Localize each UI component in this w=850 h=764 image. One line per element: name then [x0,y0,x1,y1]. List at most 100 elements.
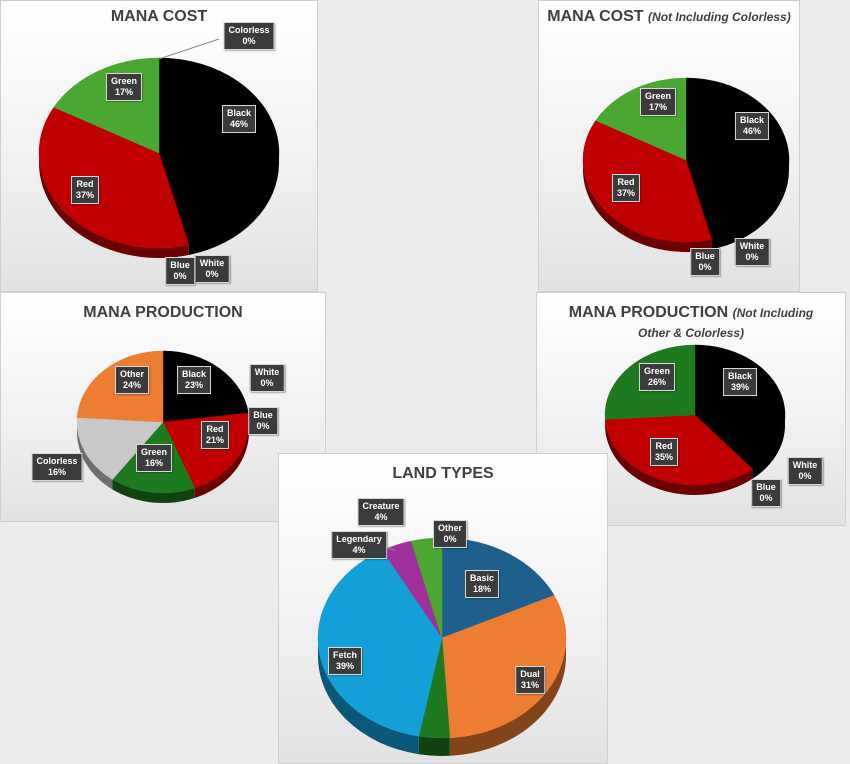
data-label-value: 4% [374,512,388,522]
pie-slice-red [38,106,190,249]
data-label-name: Creature [362,501,400,511]
pie-side-black [711,160,789,250]
data-label-other: Other 24% [114,366,150,394]
data-label-name: Green [643,366,671,376]
data-label-name: Green [110,76,138,86]
data-label-green: Green 26% [638,363,676,391]
data-label-fetch: Fetch 39% [327,647,363,675]
data-label-name: Green [644,91,672,101]
chart-mana-production: MANA PRODUCTION Black 23% White 0% Blue 0% Red… [0,292,326,522]
data-label-value: 0% [256,421,270,431]
data-label-green: Green 17% [105,73,143,101]
data-label-value: 0% [745,252,759,262]
data-label-value: 26% [647,377,667,387]
data-label-name: Other [119,369,145,379]
data-label-value: 31% [520,680,540,690]
pie-slice-dual [441,595,567,739]
leader-line [158,38,220,60]
data-label-name: Colorless [228,25,270,35]
data-label-value: 39% [335,661,355,671]
pie-side-red [194,422,249,499]
data-label-value: 0% [242,36,256,46]
data-label-value: 17% [648,102,668,112]
chart-title: MANA COST [110,8,208,25]
data-label-value: 0% [173,271,187,281]
pie-side-red [605,419,753,495]
data-label-name: Other [437,523,463,533]
data-label-value: 4% [352,545,366,555]
pie-side-shock [418,736,450,756]
data-label-name: White [739,241,765,251]
data-label-name: Legendary [336,534,382,544]
pie-side-colorless [77,422,113,490]
data-label-value: 39% [730,382,749,392]
data-label-value: 37% [75,190,95,200]
data-label-name: Red [76,179,94,189]
pie-slice-colorless [76,417,164,480]
pie-chart [317,537,567,756]
data-label-black: Black 46% [734,112,770,140]
data-label-name: Black [727,371,753,381]
data-label-value: 0% [798,471,812,481]
data-label-name: Red [206,424,224,434]
data-label-colorless: Colorless 16% [31,453,83,481]
pie-slice-black [158,57,280,246]
data-label-name: Black [181,369,207,379]
data-label-black: Black 23% [176,366,212,394]
data-label-red: Red 37% [611,174,641,202]
data-label-name: Blue [253,410,273,420]
pie-side-red [39,153,189,258]
data-label-value: 16% [47,467,67,477]
pie-slice-red [582,120,712,243]
data-label-green: Green 17% [639,88,677,116]
data-label-white: White 0% [787,457,823,485]
data-label-value: 16% [144,458,164,468]
data-label-name: Green [140,447,168,457]
data-label-name: Colorless [36,456,78,466]
data-label-name: White [199,258,225,268]
data-label-black: Black 39% [722,368,758,396]
pie-slice-fetch [317,550,443,737]
data-label-name: Red [655,441,673,451]
data-label-name: Fetch [332,650,358,660]
data-label-creature: Creature 4% [357,498,405,526]
data-label-value: 0% [205,269,219,279]
data-label-value: 0% [260,378,274,388]
data-label-name: Black [226,108,252,118]
data-label-value: 17% [114,87,134,97]
data-label-name: Red [617,177,635,187]
chart-land-types: LAND TYPES Basic 18% Dual 31% Fetch 39% Legend… [278,453,608,764]
data-label-blue: Blue 0% [165,257,195,285]
data-label-value: 23% [184,380,203,390]
pie-side-red [583,160,712,252]
data-label-white: White 0% [734,238,770,266]
data-label-colorless: Colorless 0% [223,22,275,50]
pie-side-black [188,153,279,256]
data-label-value: 46% [742,126,761,136]
data-label-value: 35% [654,452,674,462]
data-label-red: Red 35% [649,438,679,466]
data-label-legendary: Legendary 4% [331,531,387,559]
data-label-name: Blue [756,482,776,492]
data-label-name: White [792,460,818,470]
chart-mana-cost-no-colorless: MANA COST (Not Including Colorless) Blac… [538,0,800,292]
data-label-dual: Dual 31% [515,666,545,694]
data-label-value: 24% [122,380,142,390]
data-label-value: 46% [229,119,248,129]
chart-mana-cost: MANA COST Black 46% White 0% Blue 0% Red 37% Gre… [0,0,318,292]
data-label-red: Red 21% [200,421,230,449]
data-label-name: White [254,367,280,377]
chart-title: MANA COST (Not Including Colorless) [547,8,791,25]
data-label-white: White 0% [194,255,230,283]
chart-title: MANA PRODUCTION [83,304,243,321]
pie-side-green [112,479,195,503]
chart-title: MANA PRODUCTION (Not Including Other & C… [568,304,814,340]
chart-title: LAND TYPES [392,465,494,482]
data-label-value: 0% [698,262,712,272]
data-label-name: Basic [469,573,495,583]
data-label-value: 21% [205,435,225,445]
data-label-value: 37% [616,188,636,198]
data-label-white: White 0% [249,364,285,392]
pie-slice-red [604,414,753,486]
pie-side-fetch [318,638,419,755]
